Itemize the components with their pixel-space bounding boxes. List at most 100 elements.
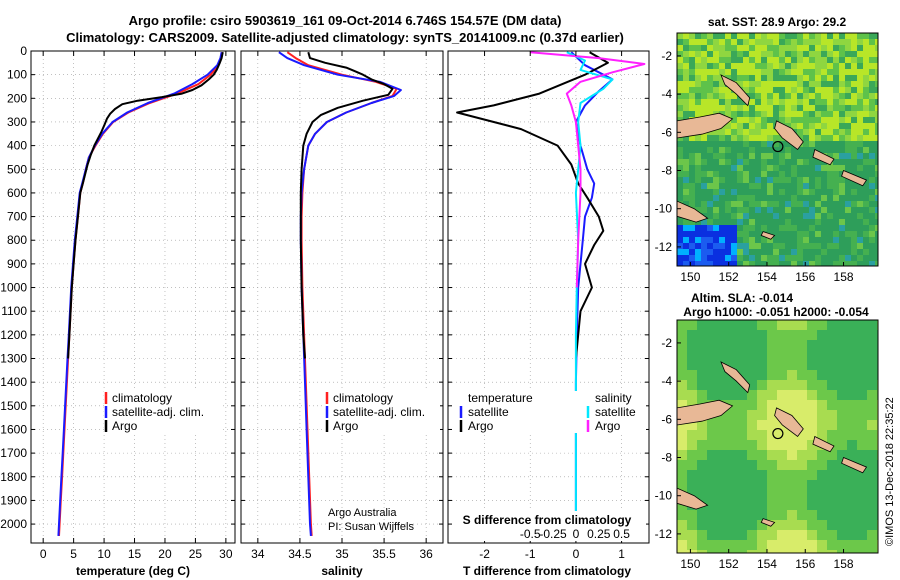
series-line-satellite-adj-clim-	[57, 52, 223, 536]
difference-panel: -2 -1 0 1 S difference from climatology -0.…	[447, 50, 650, 578]
rossel-landmass	[760, 231, 776, 240]
title-line-1: Argo profile: csiro 5903619_161 09-Oct-2…	[129, 13, 562, 28]
depth-tick-label: 1600	[0, 422, 27, 436]
sla-map: 150 152 154 156 158 -2 -4 -6 -8 -10 -12	[655, 319, 879, 571]
x-tick-label: 15	[128, 547, 142, 561]
s-tick-label: 0.5	[613, 527, 630, 541]
depth-tick-label: 1500	[0, 399, 27, 413]
series-line-t-argo	[456, 51, 609, 359]
lon-tick-label: 154	[757, 557, 777, 571]
lon-tick-label: 158	[834, 557, 854, 571]
x-tick-label: 1	[618, 547, 625, 561]
lat-tick-label: -6	[661, 125, 672, 139]
x-tick-label: 34.5	[288, 547, 312, 561]
lon-tick-label: 156	[795, 557, 815, 571]
bougainville-landmass	[774, 120, 804, 151]
x-tick-label: -2	[479, 547, 490, 561]
lat-tick-label: -6	[661, 412, 672, 426]
sst-map: 150 152 154 156 158 -2 -4 -6 -8 -10 -12	[655, 32, 879, 284]
lat-tick-label: -8	[661, 164, 672, 178]
depth-tick-label: 1800	[0, 470, 27, 484]
series-line-climatology	[58, 52, 224, 536]
s-tick-label: -0.25	[539, 527, 567, 541]
x-tick-label: 0	[573, 547, 580, 561]
x-tick-label: 0	[40, 547, 47, 561]
lon-tick-label: 154	[757, 270, 777, 284]
depth-tick-label: 1100	[1, 304, 27, 318]
new-ireland-landmass	[720, 74, 751, 107]
bougainville-landmass	[774, 407, 804, 438]
lon-tick-label: 150	[680, 270, 700, 284]
s-tick-label: 0	[573, 527, 580, 541]
santa-isabel-landmass	[841, 169, 868, 187]
legend-temperature-title: temperature	[468, 391, 533, 405]
lat-tick-label: -2	[661, 336, 672, 350]
x-tick-label: 35.5	[372, 547, 396, 561]
series-line-satellite-adj-clim-	[278, 51, 402, 536]
t-difference-label: T difference from climatology	[463, 564, 631, 578]
depth-tick-label: 400	[7, 139, 27, 153]
legend-t-argo: Argo	[468, 419, 494, 433]
depth-tick-label: 1400	[0, 375, 27, 389]
legend-s-argo: Argo	[333, 419, 359, 433]
x-tick-label: 25	[189, 547, 203, 561]
lat-tick-label: -12	[655, 527, 673, 541]
temperature-xlabel: temperature (deg C)	[76, 564, 190, 578]
x-tick-label: 30	[219, 547, 233, 561]
legend-s-climatology: climatology	[333, 391, 393, 405]
x-tick-label: -1	[525, 547, 536, 561]
series-line-s-satellite	[566, 51, 614, 536]
x-tick-label: 5	[70, 547, 77, 561]
imos-credit: ©IMOS 13-Dec-2018 22:35:22	[884, 397, 896, 546]
title-line-2: Climatology: CARS2009. Satellite-adjuste…	[66, 30, 624, 45]
legend-s-satellite: satellite	[595, 405, 636, 419]
x-tick-label: 10	[97, 547, 111, 561]
series-line-s-argo	[530, 51, 646, 288]
legend-s-argo-diff: Argo	[595, 419, 621, 433]
x-tick-label: 34	[251, 547, 265, 561]
depth-tick-label: 200	[7, 91, 27, 105]
lon-tick-label: 152	[719, 557, 739, 571]
depth-tick-label: 900	[7, 257, 27, 271]
lat-tick-label: -10	[655, 202, 673, 216]
new-ireland-landmass	[720, 361, 751, 394]
legend-argo: Argo	[112, 419, 138, 433]
depth-tick-label: 800	[7, 233, 27, 247]
argo-position-marker	[772, 140, 784, 153]
rossel-landmass	[760, 518, 776, 527]
lon-tick-label: 152	[719, 270, 739, 284]
x-tick-label: 20	[158, 547, 172, 561]
depth-tick-label: 2000	[0, 517, 27, 531]
choiseul-landmass	[812, 148, 835, 166]
legend-satellite-adj: satellite-adj. clim.	[112, 405, 204, 419]
depth-tick-label: 700	[7, 210, 27, 224]
lat-tick-label: -10	[655, 489, 673, 503]
new-britain-landmass	[677, 399, 734, 426]
depth-tick-label: 300	[7, 115, 27, 129]
pi-note: PI: Susan Wijffels	[328, 521, 414, 533]
argo-position-marker	[772, 427, 784, 440]
depth-tick-label: 0	[20, 44, 27, 58]
sst-map-title: sat. SST: 28.9 Argo: 29.2	[708, 15, 847, 29]
lat-tick-label: -8	[661, 451, 672, 465]
choiseul-landmass	[812, 435, 835, 453]
salinity-xlabel: salinity	[321, 564, 363, 578]
legend-s-satellite-adj: satellite-adj. clim.	[333, 405, 425, 419]
s-tick-label: -0.5	[520, 527, 541, 541]
x-tick-label: 36	[419, 547, 433, 561]
series-line-argo	[299, 51, 394, 359]
depth-tick-label: 600	[7, 186, 27, 200]
legend-salinity-title: salinity	[595, 391, 632, 405]
lat-tick-label: -4	[661, 374, 672, 388]
santa-isabel-landmass	[841, 456, 868, 474]
temperature-legend: climatology satellite-adj. clim. Argo	[104, 391, 222, 433]
legend-t-satellite: satellite	[468, 405, 509, 419]
difference-legend: temperature satellite Argo salinity sate…	[452, 391, 646, 433]
depth-tick-label: 1000	[0, 281, 27, 295]
lat-tick-label: -2	[661, 49, 672, 63]
lon-tick-label: 156	[795, 270, 815, 284]
depth-tick-label: 100	[7, 68, 27, 82]
lat-tick-label: -12	[655, 240, 673, 254]
lon-tick-label: 150	[680, 557, 700, 571]
